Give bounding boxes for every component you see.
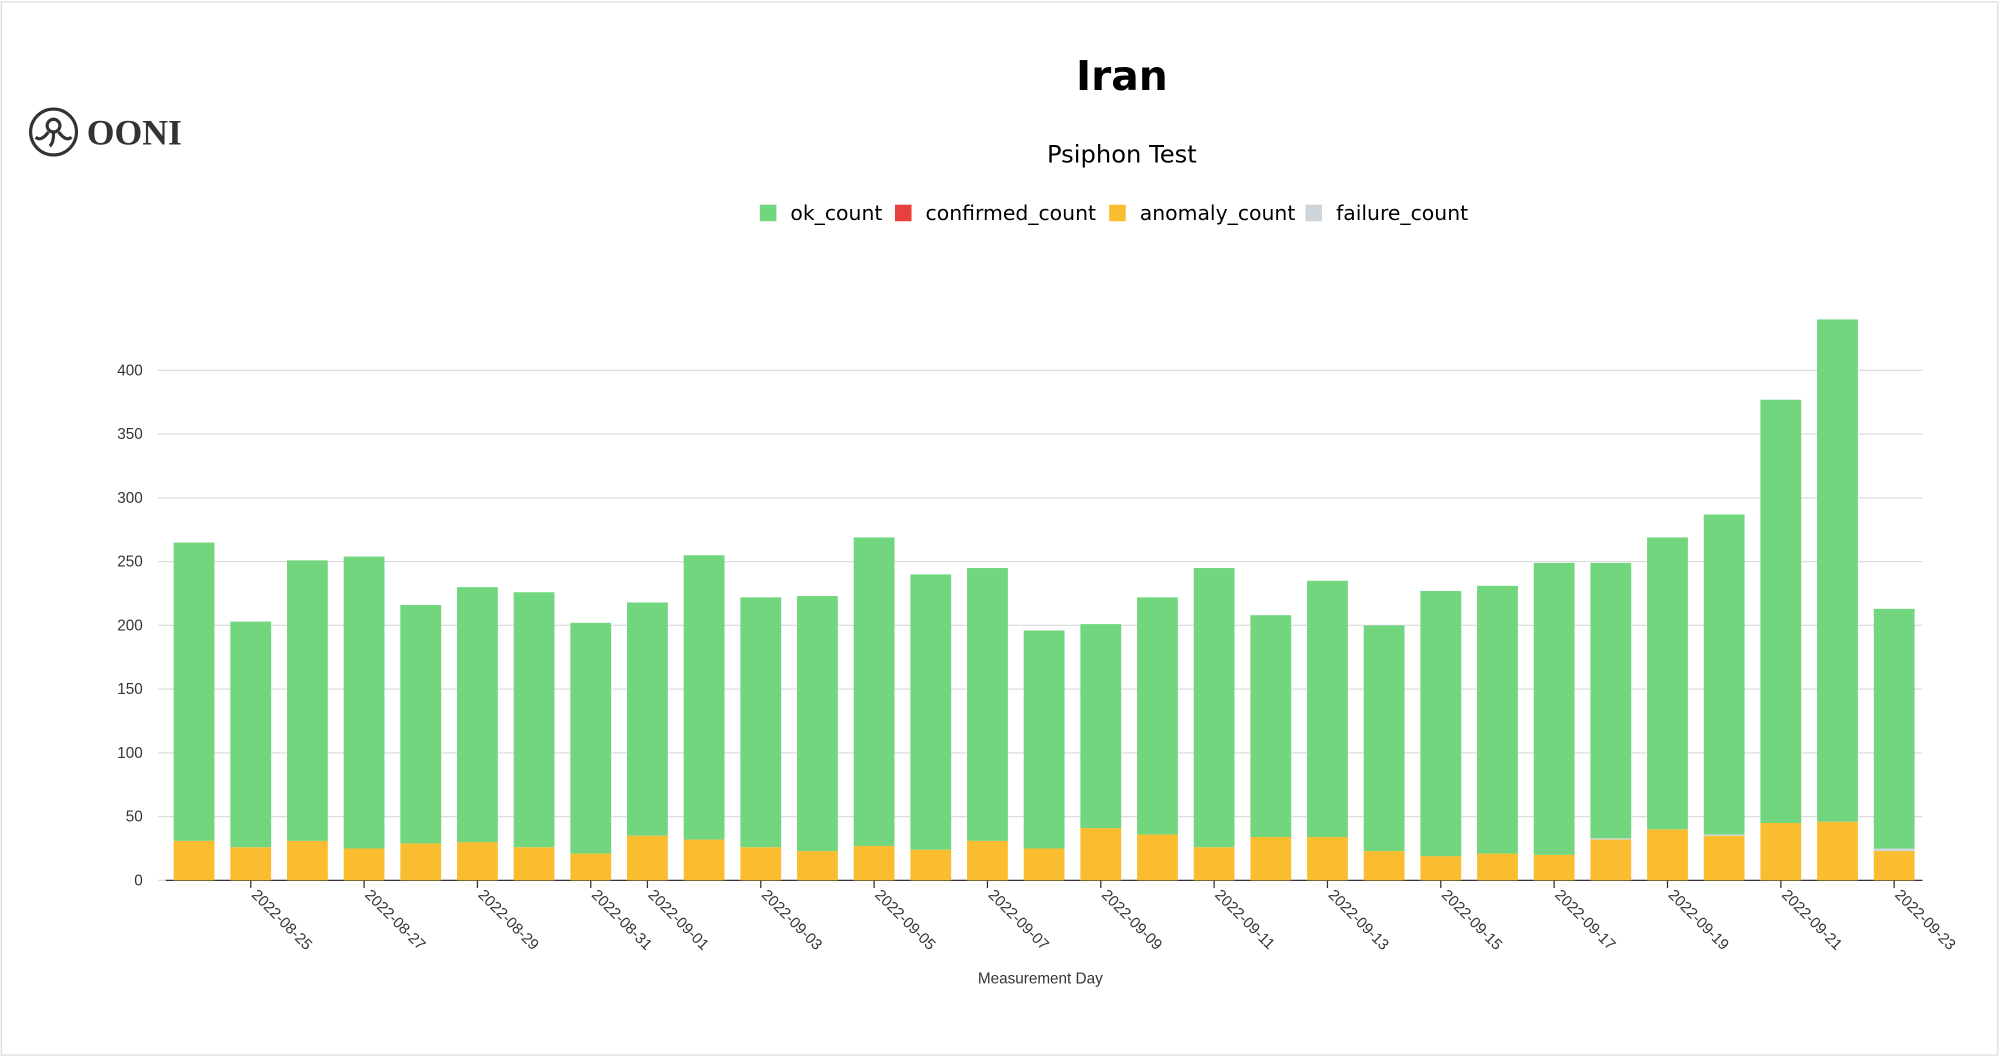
- bar-segment: [173, 542, 215, 841]
- logo-icon: [29, 107, 79, 157]
- bar-segment: [1533, 562, 1575, 855]
- bar-segment: [1080, 624, 1122, 829]
- bar-segment: [1760, 822, 1802, 881]
- bar-segment: [1363, 851, 1405, 881]
- bar-segment: [457, 842, 498, 881]
- bar-segment: [1307, 837, 1348, 881]
- bar-segment: [400, 843, 442, 881]
- bar-segment: [1080, 828, 1122, 881]
- legend-label: anomaly_count: [1140, 201, 1296, 225]
- bar-segment: [513, 847, 555, 881]
- bar-segment: [457, 587, 498, 843]
- bar-segment: [1873, 848, 1915, 852]
- bar-segment: [1590, 838, 1632, 840]
- bar-segment: [1193, 568, 1235, 848]
- legend-label: confirmed_count: [926, 201, 1096, 225]
- y-tick-label: 150: [117, 681, 143, 698]
- x-axis-label: Measurement Day: [978, 971, 1103, 988]
- legend-swatch: [1305, 204, 1323, 222]
- y-tick-label: 350: [117, 426, 143, 443]
- legend-label: ok_count: [790, 201, 882, 225]
- bar-segment: [853, 537, 895, 846]
- legend-swatch: [894, 204, 912, 222]
- bar-segment: [287, 840, 328, 881]
- bar-segment: [1817, 319, 1858, 822]
- bar-segment: [627, 602, 668, 836]
- y-tick-label: 0: [134, 872, 143, 889]
- bar-segment: [1647, 537, 1688, 830]
- bar-segment: [797, 596, 838, 852]
- y-tick-label: 250: [117, 554, 143, 571]
- bar-segment: [853, 845, 895, 881]
- bar-segment: [1703, 834, 1745, 836]
- bar-segment: [740, 597, 782, 848]
- bar-segment: [343, 556, 385, 849]
- bar-segment: [1477, 853, 1518, 881]
- bar-segment: [400, 604, 442, 844]
- y-tick-label: 300: [117, 490, 143, 507]
- bar-segment: [1363, 625, 1405, 852]
- chart-subtitle: Psiphon Test: [1047, 141, 1197, 169]
- legend-label: failure_count: [1336, 201, 1468, 225]
- logo-text: OONI: [87, 113, 182, 153]
- legend-swatch: [759, 204, 777, 222]
- bar-segment: [627, 835, 668, 881]
- y-tick-label: 400: [117, 363, 143, 380]
- bar-segment: [683, 555, 725, 840]
- bar-segment: [1873, 851, 1915, 881]
- bar-segment: [1590, 839, 1632, 881]
- bar-segment: [967, 568, 1008, 841]
- bar-segment: [1137, 834, 1178, 881]
- y-tick-label: 50: [126, 809, 143, 826]
- bar-segment: [740, 847, 782, 881]
- bar-segment: [1533, 854, 1575, 881]
- bar-segment: [230, 847, 272, 881]
- bar-segment: [1647, 829, 1688, 881]
- bar-segment: [1817, 821, 1858, 881]
- bar-segment: [570, 853, 612, 881]
- bar-segment: [1760, 399, 1802, 823]
- bar-segment: [1250, 615, 1292, 838]
- bar-segment: [967, 840, 1008, 881]
- bar-segment: [1590, 562, 1632, 839]
- bar-segment: [1420, 590, 1462, 857]
- bar-segment: [343, 848, 385, 881]
- bar-segment: [910, 849, 952, 881]
- bar-segment: [230, 621, 272, 848]
- bar-segment: [797, 851, 838, 881]
- bar-segment: [1023, 630, 1065, 849]
- bar-segment: [683, 839, 725, 881]
- bar-segment: [1477, 585, 1518, 854]
- bar-segment: [1420, 856, 1462, 881]
- bar-segment: [1137, 597, 1178, 835]
- bar-segment: [1703, 514, 1745, 835]
- y-tick-label: 200: [117, 617, 143, 634]
- bar-segment: [513, 592, 555, 848]
- bar-segment: [1250, 837, 1292, 881]
- bar-segment: [1307, 580, 1348, 838]
- bar-segment: [1023, 848, 1065, 881]
- y-tick-label: 100: [117, 745, 143, 762]
- bar-segment: [173, 840, 215, 881]
- bar-segment: [1193, 847, 1235, 881]
- bar-segment: [1703, 835, 1745, 881]
- bar-segment: [287, 560, 328, 841]
- bar-segment: [570, 622, 612, 854]
- chart-title: Iran: [1076, 52, 1168, 100]
- bar-segment: [1873, 608, 1915, 849]
- legend-swatch: [1109, 204, 1126, 222]
- bar-segment: [910, 574, 952, 850]
